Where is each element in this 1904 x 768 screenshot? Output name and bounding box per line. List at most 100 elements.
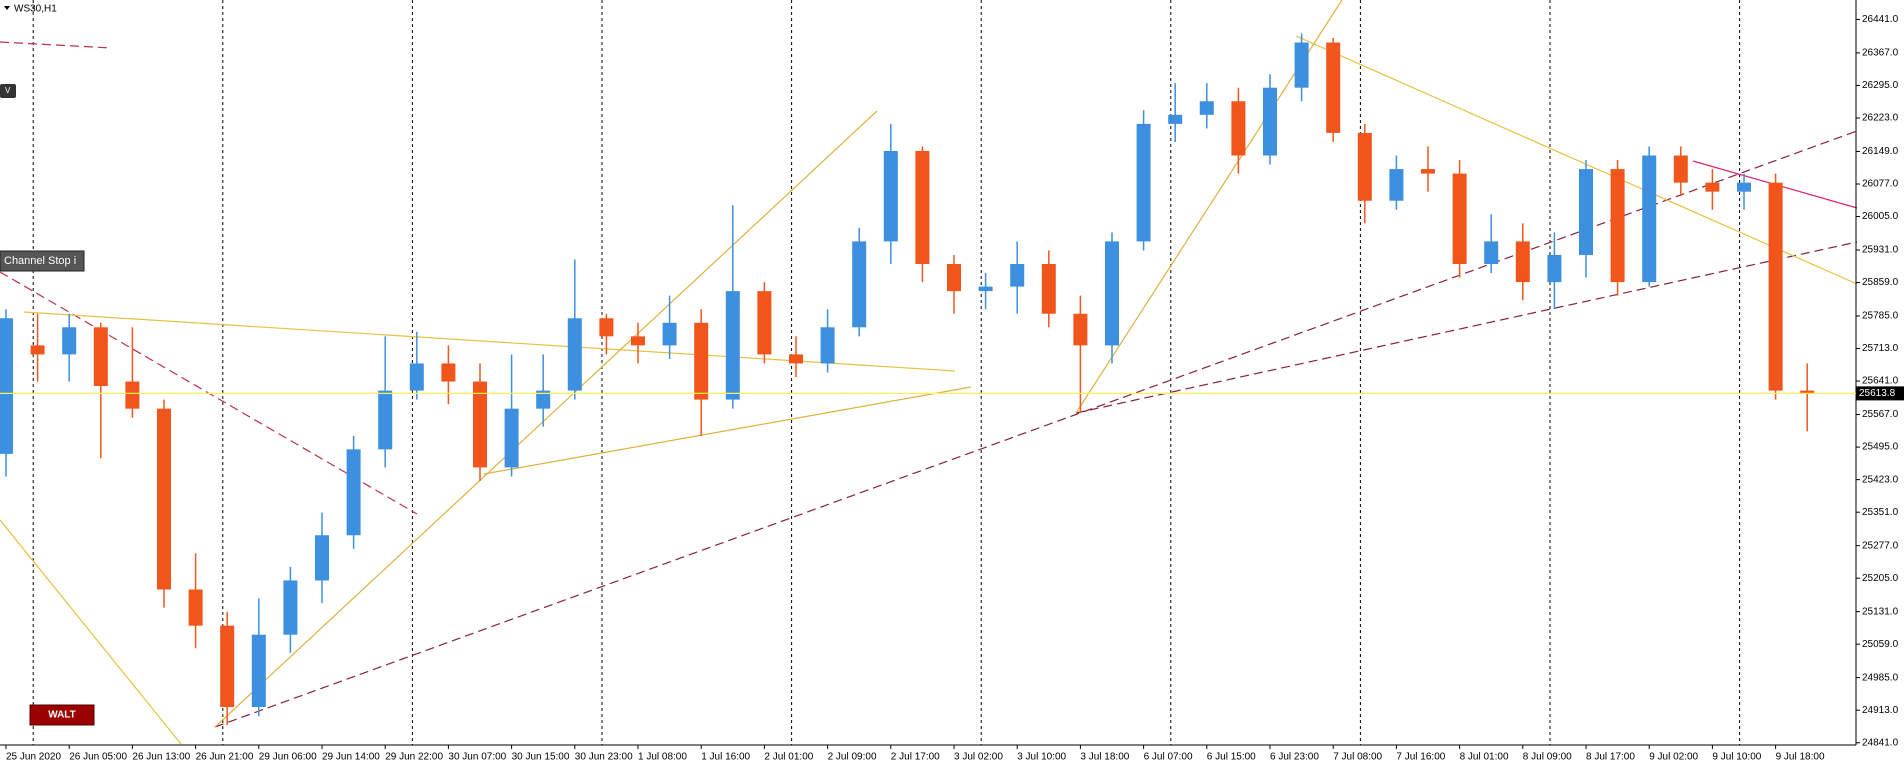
candle-body <box>978 286 993 292</box>
candle-body <box>947 264 961 292</box>
x-tick-label: 8 Jul 17:00 <box>1586 752 1635 763</box>
candle-body <box>1768 182 1783 391</box>
candle-body <box>346 449 361 536</box>
candle-body <box>1737 182 1751 192</box>
candle-body <box>1073 313 1088 346</box>
candle-body <box>725 291 740 400</box>
candle-body <box>1326 42 1341 133</box>
x-tick-label: 2 Jul 17:00 <box>891 752 940 763</box>
y-tick-label: 25423.0 <box>1862 474 1899 485</box>
candle-body <box>62 327 77 355</box>
candle-body <box>757 291 772 355</box>
candle-body <box>1041 264 1056 314</box>
candle-body <box>599 318 614 337</box>
candle-body <box>1294 42 1309 88</box>
candle-body <box>473 381 487 468</box>
y-tick-label: 25495.0 <box>1862 442 1899 453</box>
y-tick-label: 25567.0 <box>1862 409 1899 420</box>
trend-line <box>0 41 112 49</box>
candle-body <box>1610 169 1625 283</box>
indicator-button[interactable] <box>0 250 85 272</box>
candle-body <box>1673 155 1688 183</box>
trend-line <box>0 519 182 745</box>
x-tick-label: 6 Jul 07:00 <box>1144 752 1193 763</box>
candle-body <box>1136 123 1151 242</box>
v-button[interactable] <box>0 84 16 98</box>
y-tick-label: 25351.0 <box>1862 507 1899 518</box>
x-tick-label: 1 Jul 16:00 <box>701 752 750 763</box>
candle-body <box>1199 101 1214 115</box>
candle-body <box>220 625 235 708</box>
trend-line <box>1075 241 1858 414</box>
candle-body <box>125 381 140 409</box>
candle-body <box>283 580 298 635</box>
candle-body <box>1642 155 1657 283</box>
x-tick-label: 8 Jul 01:00 <box>1460 752 1509 763</box>
y-tick-label: 25277.0 <box>1862 540 1899 551</box>
candle-body <box>662 322 677 346</box>
y-tick-label: 25859.0 <box>1862 277 1899 288</box>
candle-body <box>631 336 645 346</box>
x-tick-label: 26 Jun 13:00 <box>132 752 190 763</box>
y-tick-label: 26149.0 <box>1862 146 1899 157</box>
candle-body <box>852 241 867 328</box>
candle-body <box>1484 241 1499 265</box>
candle-body <box>1010 264 1025 287</box>
candle-body <box>820 327 835 364</box>
candle-body <box>441 363 456 382</box>
candle-body <box>0 318 13 454</box>
x-tick-label: 29 Jun 14:00 <box>322 752 380 763</box>
price-tag-label: 25613.8 <box>1859 388 1896 399</box>
x-tick-label: 26 Jun 05:00 <box>69 752 127 763</box>
x-tick-label: 2 Jul 09:00 <box>828 752 877 763</box>
candle-body <box>1231 101 1246 156</box>
candle-body <box>536 390 551 409</box>
x-tick-label: 30 Jun 07:00 <box>448 752 506 763</box>
candle-body <box>1168 114 1183 124</box>
y-tick-label: 25641.0 <box>1862 376 1899 387</box>
menu-arrow[interactable] <box>4 6 10 10</box>
y-tick-label: 25059.0 <box>1862 639 1899 650</box>
x-tick-label: 30 Jun 23:00 <box>575 752 633 763</box>
y-tick-label: 25205.0 <box>1862 573 1899 584</box>
x-tick-label: 9 Jul 10:00 <box>1712 752 1761 763</box>
x-tick-label: 7 Jul 08:00 <box>1333 752 1382 763</box>
candle-body <box>30 345 45 355</box>
x-tick-label: 6 Jul 23:00 <box>1270 752 1319 763</box>
trend-line <box>483 386 972 475</box>
walt-label: WALT <box>48 710 76 721</box>
x-tick-label: 3 Jul 02:00 <box>954 752 1003 763</box>
candle-body <box>1547 254 1562 283</box>
walt-button[interactable] <box>29 704 95 726</box>
candle-body <box>251 634 266 708</box>
candle-body <box>188 589 203 626</box>
x-tick-label: 25 Jun 2020 <box>6 752 61 763</box>
candle-body <box>883 150 898 242</box>
candle-body <box>504 408 519 468</box>
x-tick-label: 3 Jul 18:00 <box>1080 752 1129 763</box>
candle-body <box>1705 182 1720 192</box>
y-tick-label: 26077.0 <box>1862 179 1899 190</box>
candle-body <box>567 318 582 391</box>
y-tick-label: 26441.0 <box>1862 14 1899 25</box>
indicator-label: Channel Stop i <box>4 255 76 267</box>
x-tick-label: 2 Jul 01:00 <box>764 752 813 763</box>
y-tick-label: 24985.0 <box>1862 672 1899 683</box>
candle-body <box>409 363 424 391</box>
candle-body <box>1421 169 1435 174</box>
candle-body <box>1579 169 1593 255</box>
x-tick-label: 26 Jun 21:00 <box>196 752 254 763</box>
candle-body <box>694 322 709 400</box>
candle-body <box>1357 132 1372 201</box>
y-tick-label: 25131.0 <box>1862 606 1899 617</box>
candle-body <box>93 327 108 387</box>
y-tick-label: 26295.0 <box>1862 80 1899 91</box>
y-tick-label: 24841.0 <box>1862 737 1899 748</box>
plot <box>0 33 1815 726</box>
candle-body <box>315 535 329 581</box>
trend-line <box>214 130 1858 728</box>
y-tick-label: 26367.0 <box>1862 48 1899 59</box>
candle-body <box>378 390 393 450</box>
x-tick-label: 9 Jul 18:00 <box>1776 752 1825 763</box>
